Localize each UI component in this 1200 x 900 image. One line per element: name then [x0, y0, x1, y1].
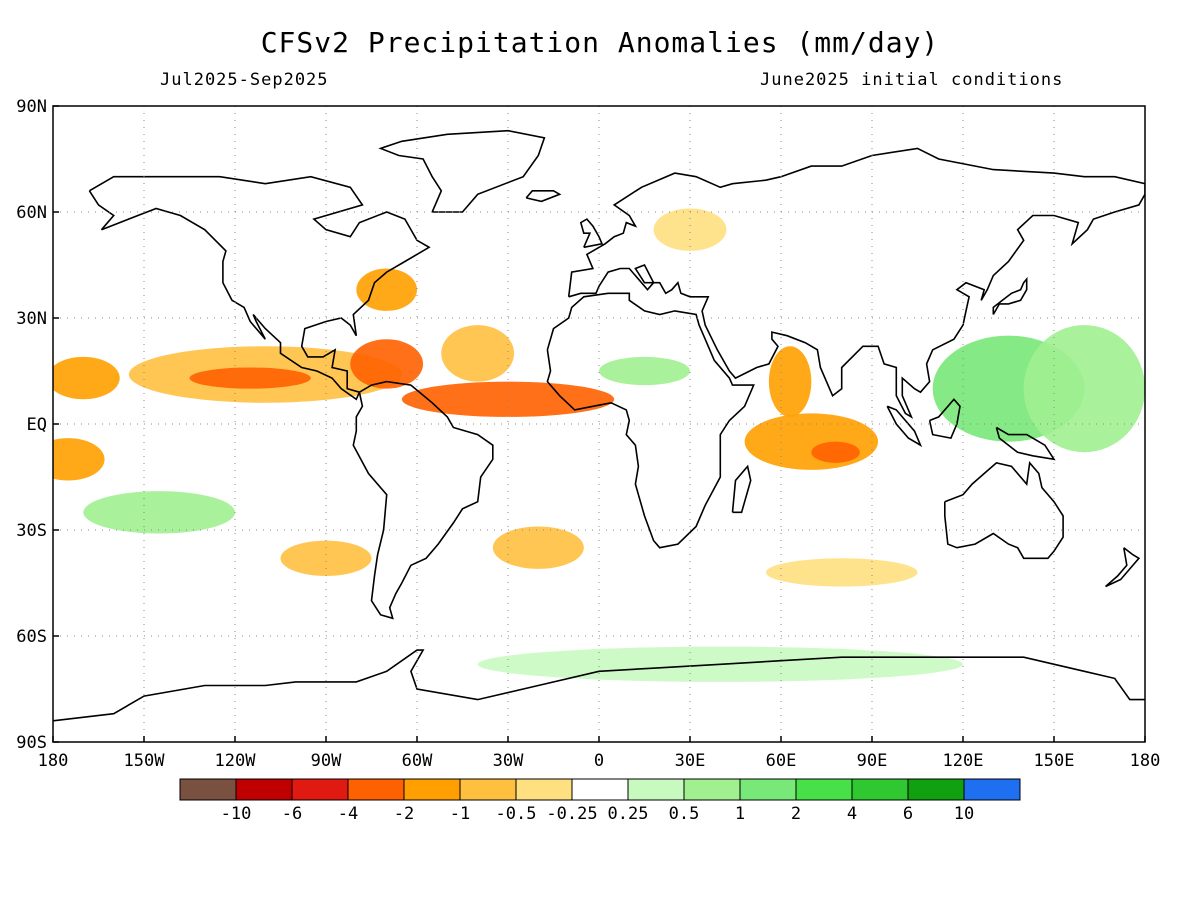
anomaly-europe: [653, 208, 727, 251]
colorbar-swatch: [739, 778, 797, 801]
coastline-antarctica: [53, 649, 1145, 722]
coastline-iceland: [525, 190, 562, 203]
coastline-eurasia: [567, 147, 1145, 419]
lon-tick-label: 180: [38, 751, 69, 771]
anomaly-south-pacific-east: [53, 438, 105, 481]
gridlines: [53, 106, 1145, 742]
colorbar-swatch: [291, 778, 349, 801]
colorbar-swatch: [403, 778, 461, 801]
coastline-north-america: [88, 175, 431, 401]
lon-tick-label: 60W: [402, 751, 433, 771]
colorbar-swatch: [683, 778, 741, 801]
latitude-labels: 90N 60N 30N EQ 30S 60S 90S: [16, 97, 59, 753]
anomaly-eastern-pacific-core: [189, 367, 311, 389]
lat-tick-label: 90N: [16, 97, 47, 117]
lon-tick-label: 150W: [124, 751, 166, 771]
lat-tick-label: 60S: [16, 627, 47, 647]
anomaly-central-pacific-north: [1023, 325, 1145, 453]
coastline-japan: [992, 276, 1028, 315]
colorbar-swatch: [851, 778, 909, 801]
colorbar-swatch: [347, 778, 405, 801]
lat-tick-label: 30N: [16, 309, 47, 329]
colorbar-swatch: [627, 778, 685, 801]
coastline-greenland: [378, 129, 546, 213]
lon-tick-label: 180: [1130, 751, 1161, 771]
colorbar-label: 0.25: [608, 804, 649, 824]
lat-tick-label: 30S: [16, 521, 47, 541]
coastline-madagascar: [731, 464, 752, 514]
chart-title: CFSv2 Precipitation Anomalies (mm/day): [260, 26, 940, 59]
anomaly-caribbean: [350, 339, 424, 389]
colorbar-swatch: [907, 778, 965, 801]
anomaly-south-atlantic: [492, 526, 584, 569]
coastline-new-guinea: [995, 426, 1056, 461]
lat-tick-label: EQ: [27, 415, 47, 435]
colorbar-label: -0.5: [496, 804, 537, 824]
colorbar: -10 -6 -4 -2 -1 -0.5 -0.25 0.25 0.5 1 2 4 6 10: [179, 778, 1021, 824]
anomaly-field: [53, 208, 1145, 682]
lon-tick-label: 90E: [857, 751, 888, 771]
colorbar-label: -6: [282, 804, 302, 824]
lat-tick-label: 60N: [16, 203, 47, 223]
colorbar-label: -10: [221, 804, 252, 824]
coastline-new-zealand: [1105, 547, 1141, 588]
lon-tick-label: 120E: [943, 751, 984, 771]
coastline-south-america: [352, 380, 494, 620]
lon-tick-label: 0: [594, 751, 604, 771]
colorbar-label: 0.5: [669, 804, 700, 824]
anomaly-indian-ocean-core: [811, 441, 860, 463]
coastline-uk: [579, 218, 604, 249]
lon-tick-label: 60E: [766, 751, 797, 771]
anomaly-atlantic-itcz: [401, 381, 615, 417]
colorbar-label: 4: [847, 804, 857, 824]
period-label: Jul2025-Sep2025: [160, 70, 329, 90]
colorbar-label: 10: [954, 804, 974, 824]
coastline-africa: [546, 292, 755, 549]
coastline-sumatra: [886, 405, 923, 448]
anomaly-western-pacific-north: [53, 356, 120, 400]
longitude-labels: 180 150W 120W 90W 60W 30W 0 30E 60E 90E 120E 150E 18…: [38, 736, 1161, 771]
coastline-australia: [943, 461, 1064, 560]
colorbar-label: 6: [903, 804, 913, 824]
anomaly-west-africa-sahel: [599, 356, 690, 386]
anomaly-southern-indian: [765, 558, 918, 587]
colorbar-swatch: [963, 778, 1021, 801]
anomaly-south-pacific-green: [83, 491, 235, 534]
colorbar-label: -4: [338, 804, 358, 824]
anomaly-north-atlantic-west: [441, 325, 515, 382]
lon-tick-label: 90W: [311, 751, 342, 771]
anomaly-us-east-coast: [356, 268, 417, 311]
colorbar-label: -1: [450, 804, 470, 824]
colorbar-label: 2: [791, 804, 801, 824]
initial-conditions-label: June2025 initial conditions: [760, 70, 1064, 90]
coastline-borneo: [928, 398, 961, 440]
coastlines: [53, 129, 1145, 722]
colorbar-swatch: [459, 778, 517, 801]
lon-tick-label: 30W: [493, 751, 524, 771]
colorbar-swatch: [235, 778, 293, 801]
anomaly-indian-ocean-south: [744, 413, 879, 470]
colorbar-label: -2: [394, 804, 414, 824]
lon-tick-label: 30E: [675, 751, 706, 771]
lon-tick-label: 120W: [215, 751, 257, 771]
colorbar-swatch: [571, 778, 629, 801]
colorbar-swatch: [515, 778, 573, 801]
colorbar-swatch: [795, 778, 853, 801]
anomaly-south-pacific-subtropics: [280, 540, 372, 576]
lon-tick-label: 150E: [1034, 751, 1075, 771]
colorbar-swatch: [179, 778, 237, 801]
lat-tick-label: 90S: [16, 733, 47, 753]
colorbar-label: -0.25: [546, 804, 597, 824]
colorbar-label: 1: [735, 804, 745, 824]
anomaly-arabian-sea: [768, 346, 812, 417]
